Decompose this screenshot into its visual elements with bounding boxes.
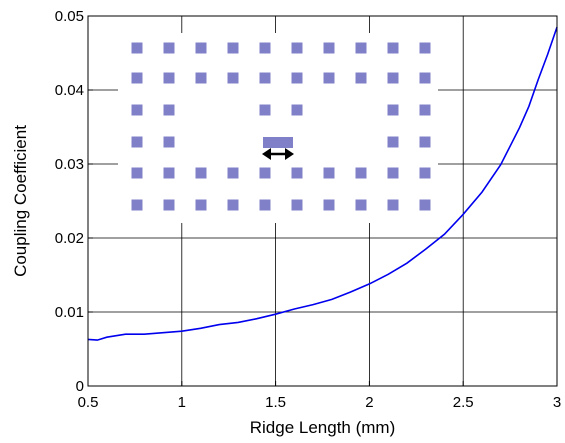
y-tick-label: 0.03: [55, 156, 84, 173]
inset-square: [387, 42, 399, 54]
inset-square: [419, 136, 431, 148]
series-group: [87, 26, 558, 341]
inset-square: [323, 167, 335, 179]
inset-square: [355, 42, 367, 54]
x-tick-label: 1: [178, 394, 186, 411]
inset-square: [131, 136, 143, 148]
x-tick-label: 0.5: [78, 394, 99, 411]
inset-square: [355, 72, 367, 84]
inset-square: [323, 72, 335, 84]
inset-square: [259, 167, 271, 179]
y-axis-ticks: 0 0.01 0.02 0.03 0.04 0.05: [55, 8, 93, 395]
y-tick-label: 0.01: [55, 304, 84, 321]
inset-square: [419, 104, 431, 116]
inset-ridge: [263, 137, 293, 148]
inset-square: [227, 199, 239, 211]
inset-square: [227, 167, 239, 179]
inset-square: [163, 167, 175, 179]
inset-square: [131, 167, 143, 179]
inset-square: [419, 72, 431, 84]
inset-square: [387, 167, 399, 179]
y-axis-label: Coupling Coefficient: [11, 125, 30, 277]
inset-square: [227, 72, 239, 84]
arrow-head-right: [285, 148, 294, 160]
inset-square: [163, 136, 175, 148]
inset-square: [259, 199, 271, 211]
y-tick-label: 0.04: [55, 82, 84, 99]
inset-square: [291, 72, 303, 84]
x-axis-label: Ridge Length (mm): [250, 418, 396, 437]
inset-square: [387, 136, 399, 148]
waveguide-inset: [118, 33, 438, 223]
inset-square: [195, 199, 207, 211]
inset-square: [291, 199, 303, 211]
inset-square: [131, 199, 143, 211]
inset-square: [259, 72, 271, 84]
inset-square: [163, 104, 175, 116]
inset-square: [419, 42, 431, 54]
x-tick-label: 2: [365, 394, 373, 411]
inset-square: [291, 104, 303, 116]
inset-square: [131, 42, 143, 54]
inset-square: [195, 167, 207, 179]
inset-square: [163, 72, 175, 84]
inset-square: [131, 104, 143, 116]
inset-square: [227, 42, 239, 54]
inset-square: [387, 72, 399, 84]
x-tick-label: 3: [553, 394, 561, 411]
inset-square: [419, 167, 431, 179]
inset-square: [163, 199, 175, 211]
x-axis-ticks: 0.5 1 1.5 2 2.5 3: [78, 381, 561, 411]
inset-square: [291, 42, 303, 54]
inset-square: [387, 199, 399, 211]
inset-square: [163, 42, 175, 54]
x-tick-label: 2.5: [453, 394, 474, 411]
inset-square: [131, 72, 143, 84]
inset-square: [195, 42, 207, 54]
inset-square: [355, 167, 367, 179]
inset-square: [259, 42, 271, 54]
inset-background: [118, 33, 438, 223]
plot-frame: [87, 15, 558, 387]
inset-square: [291, 167, 303, 179]
inset-square: [195, 72, 207, 84]
inset-square: [355, 199, 367, 211]
inset-square: [419, 199, 431, 211]
inset-square: [323, 199, 335, 211]
y-tick-label: 0: [76, 378, 84, 395]
inset-square: [259, 104, 271, 116]
y-tick-label: 0.05: [55, 8, 84, 25]
series-line: [87, 26, 558, 341]
arrow-head-left: [262, 148, 271, 160]
inset-square: [387, 104, 399, 116]
x-tick-label: 1.5: [265, 394, 286, 411]
y-tick-label: 0.02: [55, 230, 84, 247]
inset-square: [323, 42, 335, 54]
